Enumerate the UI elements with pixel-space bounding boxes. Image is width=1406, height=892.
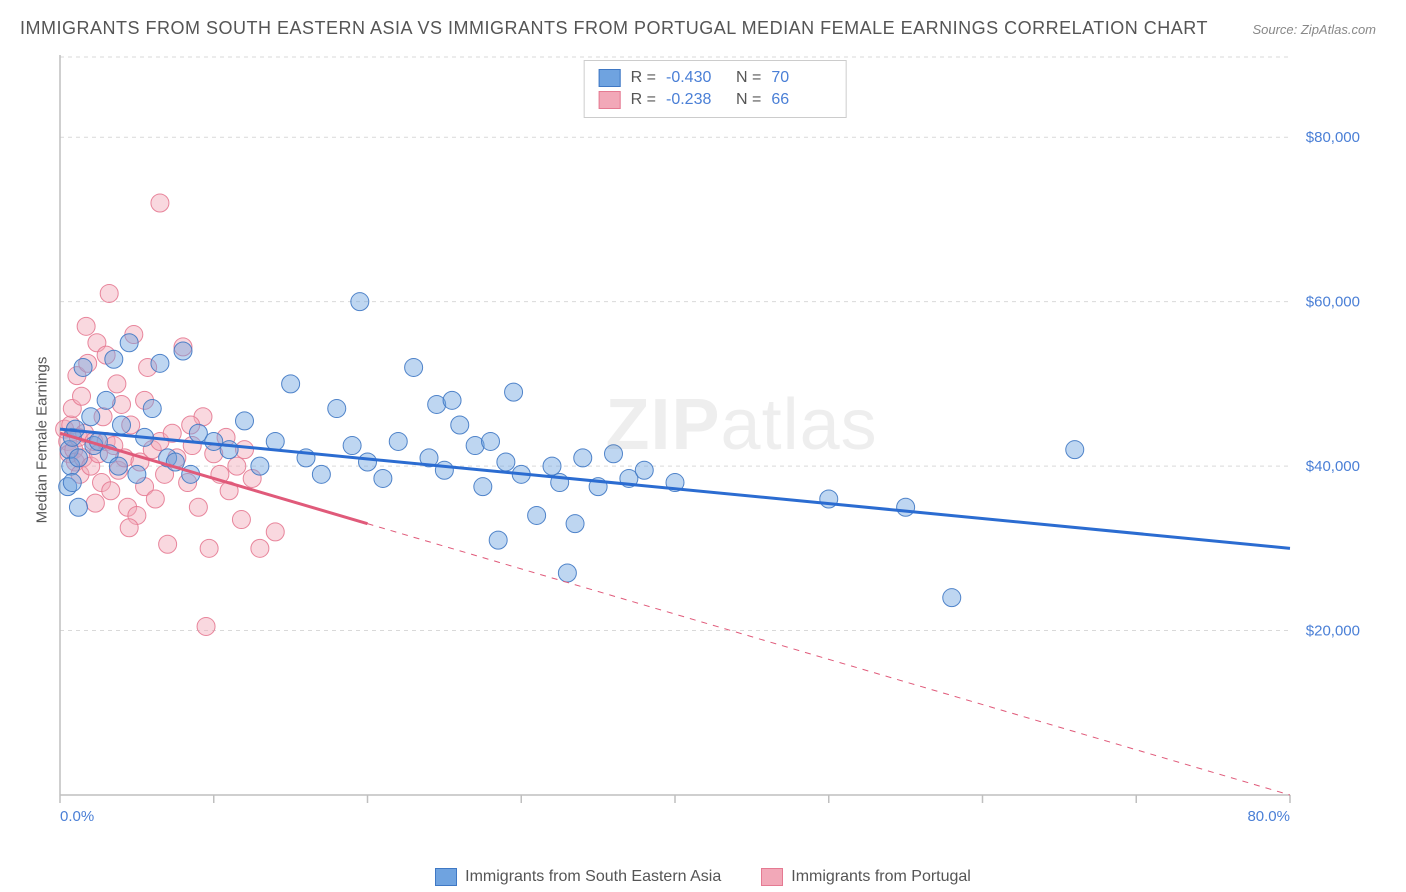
swatch-icon	[435, 868, 457, 886]
chart-title: IMMIGRANTS FROM SOUTH EASTERN ASIA VS IM…	[20, 18, 1208, 39]
swatch-icon	[599, 69, 621, 87]
svg-text:$40,000: $40,000	[1306, 458, 1360, 475]
legend-label: Immigrants from Portugal	[791, 868, 971, 886]
r-label: R =	[631, 91, 656, 109]
r-value: -0.430	[666, 69, 726, 87]
n-label: N =	[736, 69, 761, 87]
svg-text:0.0%: 0.0%	[60, 808, 94, 825]
n-label: N =	[736, 91, 761, 109]
svg-text:$20,000: $20,000	[1306, 623, 1360, 640]
swatch-icon	[599, 91, 621, 109]
swatch-icon	[761, 868, 783, 886]
r-label: R =	[631, 69, 656, 87]
n-value: 66	[771, 91, 831, 109]
n-value: 70	[771, 69, 831, 87]
scatter-plot: $20,000 $40,000 $60,000 $80,000 0.0% 80.0%	[50, 55, 1380, 825]
legend-item-0: Immigrants from South Eastern Asia	[435, 868, 721, 886]
y-axis-label: Median Female Earnings	[34, 357, 51, 524]
stats-row-series-1: R = -0.238 N = 66	[599, 89, 832, 111]
legend-label: Immigrants from South Eastern Asia	[465, 868, 721, 886]
stats-row-series-0: R = -0.430 N = 70	[599, 67, 832, 89]
svg-text:$80,000: $80,000	[1306, 129, 1360, 146]
correlation-stats-legend: R = -0.430 N = 70 R = -0.238 N = 66	[584, 60, 847, 118]
source-attribution: Source: ZipAtlas.com	[1252, 22, 1376, 37]
svg-text:80.0%: 80.0%	[1247, 808, 1290, 825]
series-legend: Immigrants from South Eastern Asia Immig…	[0, 868, 1406, 886]
legend-item-1: Immigrants from Portugal	[761, 868, 971, 886]
r-value: -0.238	[666, 91, 726, 109]
svg-text:$60,000: $60,000	[1306, 294, 1360, 311]
chart-area: Median Female Earnings $20,000$40,000$60…	[50, 55, 1380, 825]
